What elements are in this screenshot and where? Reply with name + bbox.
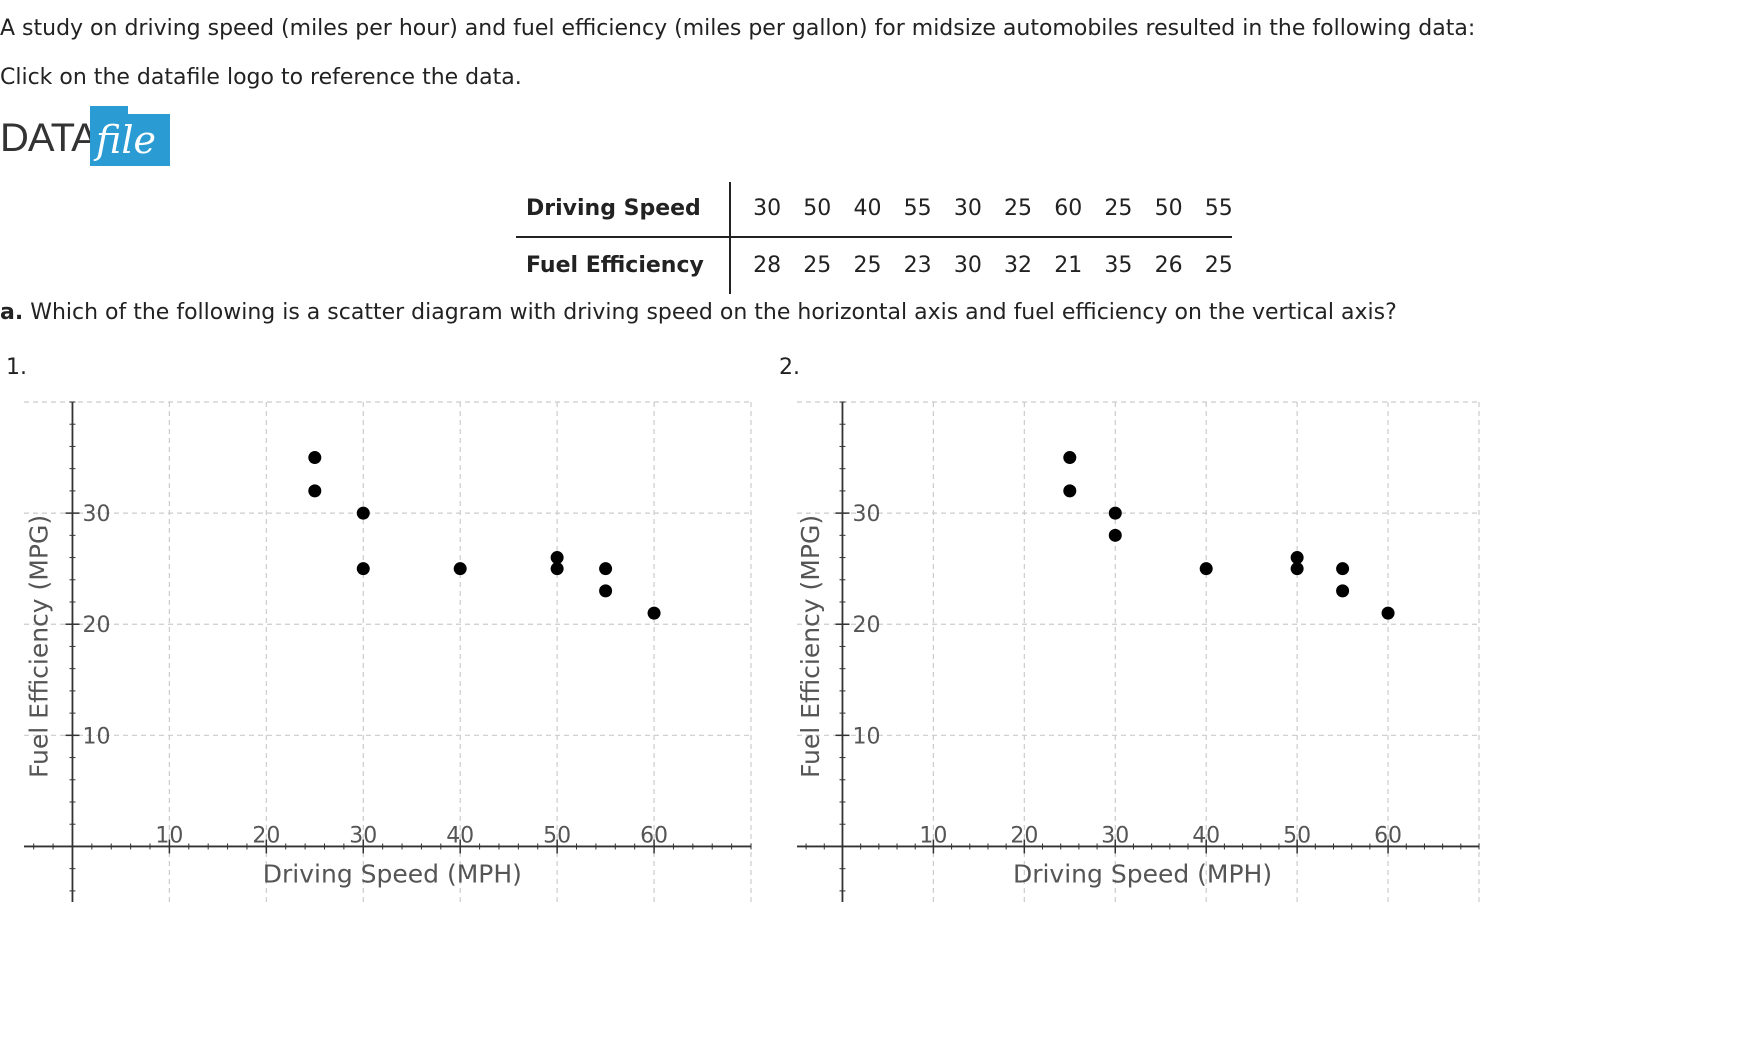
y-tick-label: 10 (82, 724, 110, 749)
data-point (1199, 562, 1213, 576)
data-point (356, 506, 370, 520)
x-axis-label: Driving Speed (MPH) (263, 859, 522, 888)
x-tick-label: 50 (543, 823, 571, 848)
data-point (308, 451, 322, 465)
instruction-text: Click on the datafile logo to reference … (0, 65, 522, 90)
data-point (1063, 451, 1077, 465)
data-point (1381, 606, 1395, 620)
question-body: Which of the following is a scatter diag… (30, 300, 1397, 325)
question-text: a. Which of the following is a scatter d… (0, 300, 1397, 325)
y-tick-label: 30 (82, 502, 110, 527)
x-tick-label: 30 (1101, 823, 1129, 848)
table-cell: 26 (1154, 253, 1183, 278)
x-tick-label: 50 (1283, 823, 1311, 848)
option-2-label[interactable]: 2. (779, 355, 800, 380)
x-tick-label: 20 (1010, 823, 1038, 848)
x-tick-label: 10 (919, 823, 947, 848)
table-divider-vertical (729, 182, 731, 294)
table-cell: 60 (1054, 196, 1083, 221)
table-cell: 23 (903, 253, 932, 278)
option-1-label[interactable]: 1. (6, 355, 27, 380)
question-part: a. (0, 300, 24, 325)
data-point (356, 562, 370, 576)
table-cell: 25 (1004, 196, 1033, 221)
table-cell: 21 (1054, 253, 1083, 278)
table-cell: 55 (903, 196, 932, 221)
data-point (1063, 484, 1077, 498)
logo-word-data: DATA (0, 116, 98, 160)
x-axis-label: Driving Speed (MPH) (1013, 859, 1272, 888)
scatter-plot-option-2[interactable]: 10 20 30 40 50 60 10 20 30 Driving Speed (MPH) Fue… (793, 398, 1483, 910)
folder-icon: file (90, 106, 170, 168)
row-label-speed: Driving Speed (526, 196, 701, 221)
x-tick-label: 60 (640, 823, 668, 848)
table-cell: 25 (853, 253, 882, 278)
speed-values: 30 50 40 55 30 25 60 25 50 55 (742, 196, 1244, 221)
data-point (453, 562, 467, 576)
y-tick-label: 20 (852, 613, 880, 638)
data-point (1290, 551, 1304, 565)
data-point (308, 484, 322, 498)
data-point (1108, 506, 1122, 520)
data-point (1108, 528, 1122, 542)
y-tick-label: 20 (82, 613, 110, 638)
data-point (550, 562, 564, 576)
table-cell: 30 (753, 196, 782, 221)
table-cell: 55 (1204, 196, 1233, 221)
table-cell: 50 (1154, 196, 1183, 221)
data-point (1336, 584, 1350, 598)
table-cell: 25 (1204, 253, 1233, 278)
table-cell: 30 (953, 253, 982, 278)
table-cell: 28 (753, 253, 782, 278)
logo-word-file: file (96, 118, 156, 162)
data-table: Driving Speed Fuel Efficiency 30 50 40 5… (516, 182, 1233, 294)
table-cell: 35 (1104, 253, 1133, 278)
table-cell: 32 (1004, 253, 1033, 278)
x-tick-label: 30 (349, 823, 377, 848)
efficiency-values: 28 25 25 23 30 32 21 35 26 25 (742, 253, 1244, 278)
x-tick-label: 20 (252, 823, 280, 848)
data-point (599, 584, 613, 598)
y-axis-label: Fuel Efficiency (MPG) (796, 515, 825, 778)
x-tick-label: 40 (446, 823, 474, 848)
data-point (1336, 562, 1350, 576)
table-cell: 50 (803, 196, 832, 221)
x-tick-label: 60 (1374, 823, 1402, 848)
x-tick-label: 10 (155, 823, 183, 848)
x-tick-label: 40 (1192, 823, 1220, 848)
table-cell: 30 (953, 196, 982, 221)
scatter-plot-option-1[interactable]: 10 20 30 40 50 60 10 20 30 Driving Speed (MPH) Fue… (20, 398, 755, 910)
data-point (550, 551, 564, 565)
datafile-logo[interactable]: DATA file (0, 106, 172, 168)
table-divider-horizontal (516, 236, 1232, 238)
y-axis-label: Fuel Efficiency (MPG) (24, 515, 53, 778)
y-tick-label: 10 (852, 724, 880, 749)
data-point (599, 562, 613, 576)
table-cell: 25 (1104, 196, 1133, 221)
data-point (647, 606, 661, 620)
data-point (1290, 562, 1304, 576)
intro-text: A study on driving speed (miles per hour… (0, 16, 1476, 41)
table-cell: 25 (803, 253, 832, 278)
y-tick-label: 30 (852, 502, 880, 527)
row-label-efficiency: Fuel Efficiency (526, 253, 704, 278)
table-cell: 40 (853, 196, 882, 221)
